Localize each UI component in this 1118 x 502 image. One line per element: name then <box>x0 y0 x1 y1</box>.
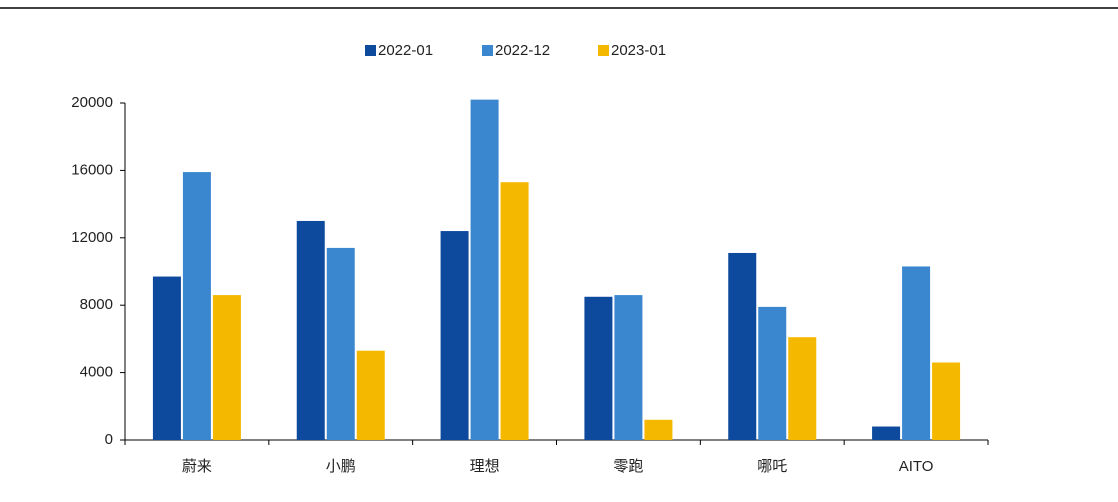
bar <box>932 362 961 440</box>
y-tick-label: 0 <box>105 431 113 448</box>
y-tick-label: 8000 <box>80 296 113 313</box>
bar <box>728 252 757 440</box>
bar <box>356 350 385 440</box>
bar <box>470 99 499 440</box>
legend-swatch <box>482 45 493 56</box>
bar <box>788 337 817 440</box>
bar <box>614 295 643 440</box>
legend-label: 2023-01 <box>611 42 666 59</box>
x-tick-label: 哪吒 <box>757 458 787 475</box>
x-tick-label: 蔚来 <box>182 458 212 475</box>
x-tick-label: 理想 <box>470 458 500 475</box>
legend-label: 2022-01 <box>378 42 433 59</box>
bar <box>296 220 325 440</box>
x-tick-label: 零跑 <box>613 458 643 475</box>
bar <box>152 276 181 440</box>
bar <box>758 306 787 440</box>
legend-label: 2022-12 <box>495 42 550 59</box>
y-tick-label: 16000 <box>71 161 113 178</box>
legend-swatch <box>598 45 609 56</box>
y-tick-label: 20000 <box>71 94 113 111</box>
x-tick-label: 小鹏 <box>326 458 356 475</box>
y-tick-label: 12000 <box>71 229 113 246</box>
bar <box>584 296 613 440</box>
bar <box>182 172 211 440</box>
bar <box>440 231 469 440</box>
bar <box>500 182 529 440</box>
bar <box>872 426 901 440</box>
bar <box>902 266 931 440</box>
bar <box>212 295 241 440</box>
y-tick-label: 4000 <box>80 364 113 381</box>
bar <box>326 247 355 440</box>
legend-swatch <box>365 45 376 56</box>
bar <box>644 419 673 440</box>
x-tick-label: AITO <box>899 458 934 475</box>
